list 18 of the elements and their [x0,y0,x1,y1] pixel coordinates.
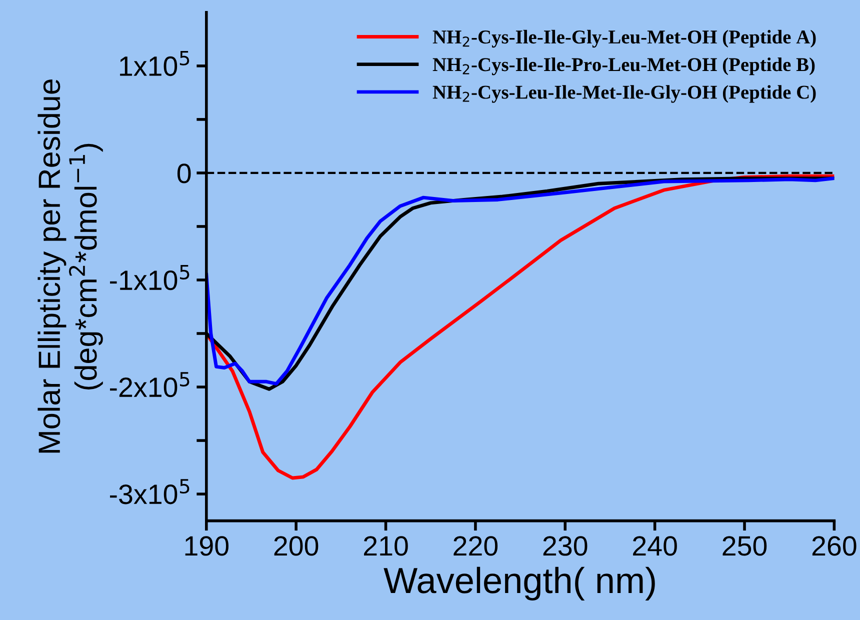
x-tick-label: 260 [812,536,856,556]
y-tick-label: 1x10$^{5}$ [120,50,190,76]
legend-label: NH$_{2}$-Cys-Ile-Ile-Gly-Leu-Met-OH (Peptide A) [432,30,816,48]
x-tick-label: 210 [364,536,408,556]
legend-label: NH$_{2}$-Cys-Leu-Ile-Met-Ile-Gly-OH (Peptide C) [432,85,816,103]
y-tick-label: -1x10$^{5}$ [110,265,190,290]
x-tick-label: 190 [185,536,228,556]
x-tick-label: 220 [454,536,498,556]
legend-label: NH$_{2}$-Cys-Ile-Ile-Pro-Leu-Met-OH (Peptide B) [432,58,815,76]
x-tick-label: 250 [722,536,767,556]
y-tick-label: -3x10$^{5}$ [110,479,190,504]
y-tick-label: -2x10$^{5}$ [110,372,190,398]
x-tick-label: 230 [543,536,588,556]
y-axis-title: Molar Ellipticity per Residue (deg*cm$^{2}$*dmol$^{−1}$) [38,79,103,453]
x-tick-label: 200 [274,536,318,556]
x-tick-label: 240 [633,536,677,556]
x-axis-title: Wavelength( nm) [384,566,655,600]
y-tick-label: 0 [177,164,191,184]
